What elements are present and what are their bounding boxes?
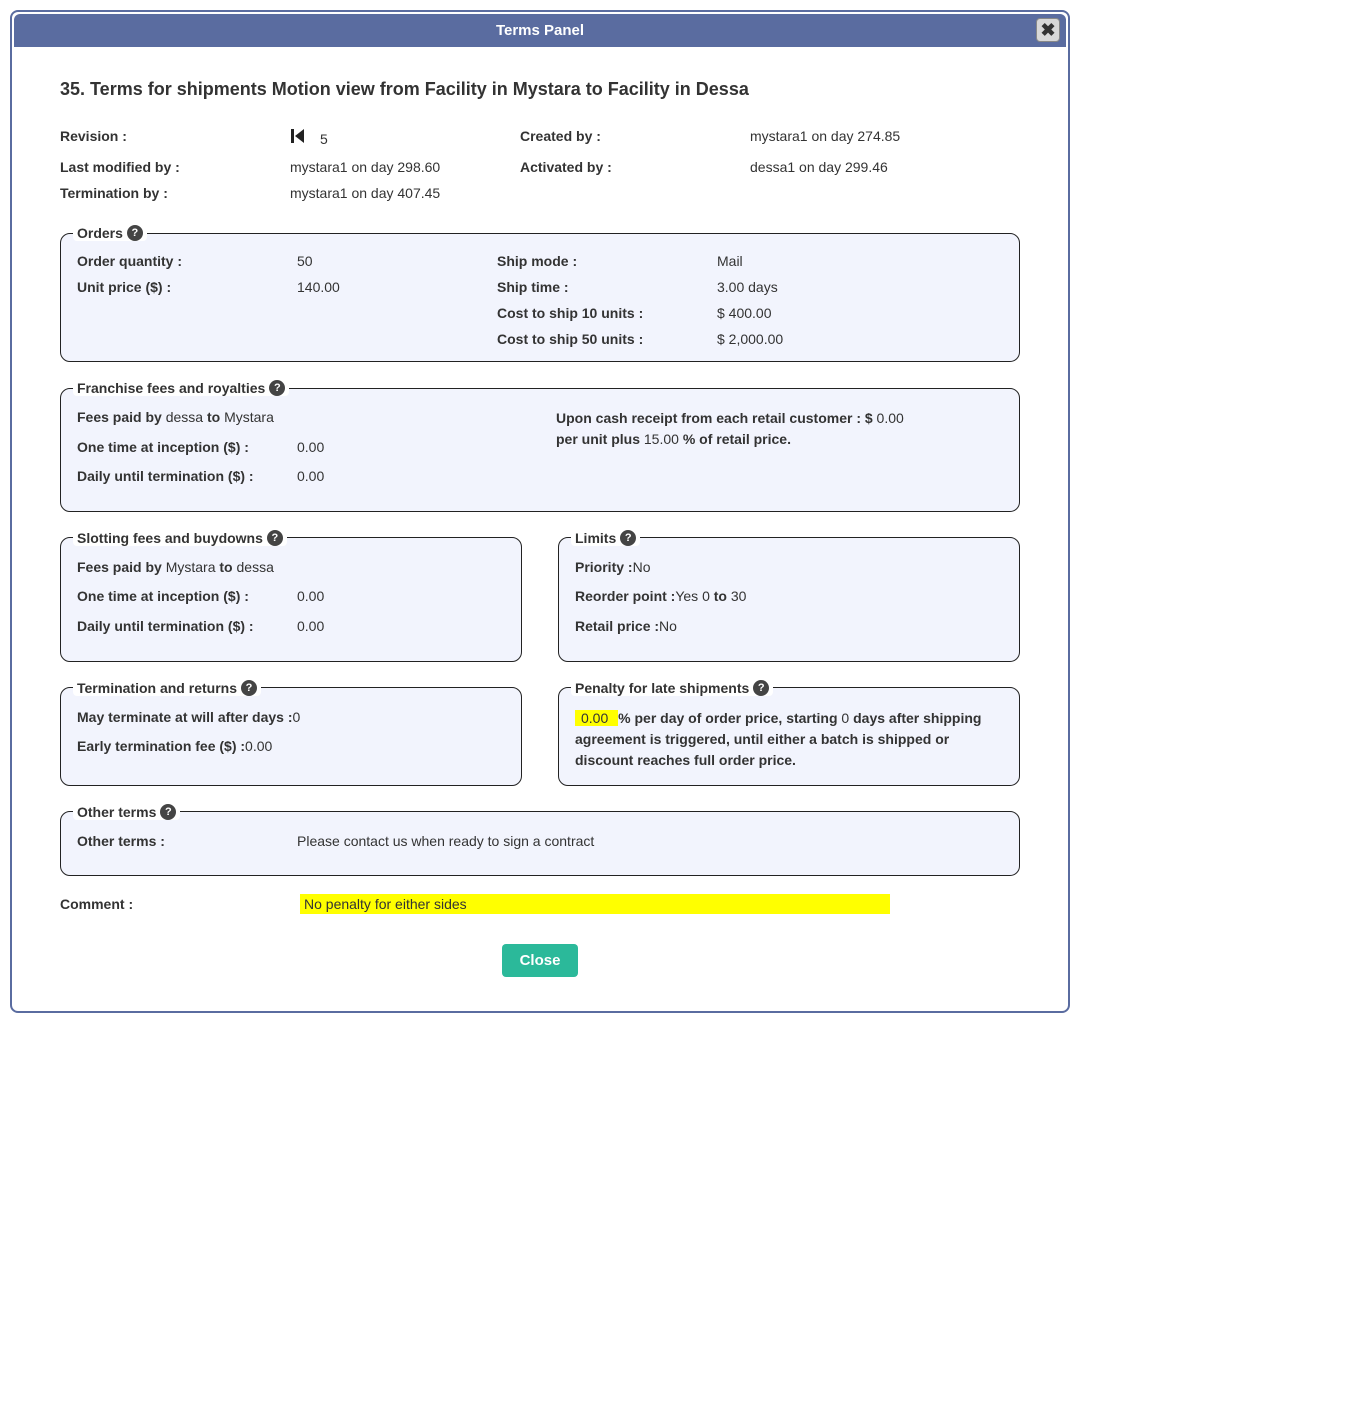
penalty-legend: Penalty for late shipments ? — [571, 680, 773, 696]
revision-number: 5 — [320, 131, 328, 147]
may-terminate-label: May terminate at will after days : — [77, 708, 293, 728]
help-icon[interactable]: ? — [269, 380, 285, 396]
order-qty-label: Order quantity : — [77, 253, 297, 269]
revision-value: 5 — [290, 128, 520, 149]
ship-time-value: 3.00 days — [717, 279, 917, 295]
ship-mode-value: Mail — [717, 253, 917, 269]
early-fee-value: 0.00 — [245, 737, 272, 757]
penalty-fieldset: Penalty for late shipments ? 0.00 % per … — [558, 680, 1020, 786]
help-icon[interactable]: ? — [127, 225, 143, 241]
other-terms-legend: Other terms ? — [73, 804, 180, 820]
priority-label: Priority : — [575, 558, 633, 578]
meta-grid: Revision : 5 Created by : mystara1 on da… — [60, 128, 1020, 201]
activated-by-label: Activated by : — [520, 159, 750, 175]
slotting-legend: Slotting fees and buydowns ? — [73, 530, 287, 546]
other-terms-fieldset: Other terms ? Other terms :Please contac… — [60, 804, 1020, 877]
created-by-label: Created by : — [520, 128, 750, 149]
comment-row: Comment : No penalty for either sides — [60, 894, 1020, 914]
other-terms-label: Other terms : — [77, 832, 297, 852]
franchise-one-time-label: One time at inception ($) : — [77, 438, 297, 458]
orders-fieldset: Orders ? Order quantity : 50 Ship mode :… — [60, 225, 1020, 362]
franchise-daily-label: Daily until termination ($) : — [77, 467, 297, 487]
penalty-highlight: 0.00 — [575, 710, 618, 726]
franchise-daily-value: 0.00 — [297, 467, 324, 487]
slotting-one-time-value: 0.00 — [297, 587, 324, 607]
termination-by-value: mystara1 on day 407.45 — [290, 185, 520, 201]
panel-body: 35. Terms for shipments Motion view from… — [12, 49, 1068, 1011]
franchise-fees-paid-by: Fees paid by dessa to Mystara — [77, 408, 297, 428]
cost50-value: $ 2,000.00 — [717, 331, 917, 347]
help-icon[interactable]: ? — [267, 530, 283, 546]
created-by-value: mystara1 on day 274.85 — [750, 128, 980, 149]
penalty-text: 0.00 % per day of order price, starting … — [575, 708, 1003, 771]
franchise-cash-receipt: Upon cash receipt from each retail custo… — [556, 408, 1003, 497]
retail-value: No — [659, 617, 677, 637]
termination-fieldset: Termination and returns ? May terminate … — [60, 680, 522, 786]
franchise-legend-text: Franchise fees and royalties — [77, 380, 265, 396]
slotting-daily-label: Daily until termination ($) : — [77, 617, 297, 637]
revision-label: Revision : — [60, 128, 290, 149]
reorder-label: Reorder point : — [575, 587, 675, 607]
slotting-legend-text: Slotting fees and buydowns — [77, 530, 263, 546]
terms-panel: Terms Panel ✖ 35. Terms for shipments Mo… — [10, 10, 1070, 1013]
close-icon: ✖ — [1040, 20, 1055, 41]
reorder-value: Yes 0 to 30 — [675, 587, 746, 607]
activated-by-value: dessa1 on day 299.46 — [750, 159, 980, 175]
limits-legend-text: Limits — [575, 530, 616, 546]
franchise-fieldset: Franchise fees and royalties ? Fees paid… — [60, 380, 1020, 512]
help-icon[interactable]: ? — [160, 804, 176, 820]
limits-fieldset: Limits ? Priority : No Reorder point : Y… — [558, 530, 1020, 662]
penalty-legend-text: Penalty for late shipments — [575, 680, 749, 696]
other-terms-value: Please contact us when ready to sign a c… — [297, 832, 594, 852]
other-terms-legend-text: Other terms — [77, 804, 156, 820]
orders-legend-text: Orders — [77, 225, 123, 241]
slotting-fees-paid-by: Fees paid by Mystara to dessa — [77, 558, 297, 578]
order-qty-value: 50 — [297, 253, 497, 269]
termination-legend: Termination and returns ? — [73, 680, 261, 696]
unit-price-label: Unit price ($) : — [77, 279, 297, 295]
step-backward-icon[interactable] — [290, 128, 306, 149]
comment-value: No penalty for either sides — [300, 894, 890, 914]
franchise-one-time-value: 0.00 — [297, 438, 324, 458]
termination-by-label: Termination by : — [60, 185, 290, 201]
panel-title: Terms Panel — [496, 22, 584, 39]
cost10-value: $ 400.00 — [717, 305, 917, 321]
cost10-label: Cost to ship 10 units : — [497, 305, 717, 321]
close-button[interactable]: Close — [502, 944, 579, 977]
help-icon[interactable]: ? — [620, 530, 636, 546]
help-icon[interactable]: ? — [753, 680, 769, 696]
footer: Close — [60, 944, 1020, 981]
help-icon[interactable]: ? — [241, 680, 257, 696]
slotting-one-time-label: One time at inception ($) : — [77, 587, 297, 607]
retail-label: Retail price : — [575, 617, 659, 637]
slotting-daily-value: 0.00 — [297, 617, 324, 637]
priority-value: No — [633, 558, 651, 578]
franchise-legend: Franchise fees and royalties ? — [73, 380, 289, 396]
cost50-label: Cost to ship 50 units : — [497, 331, 717, 347]
ship-time-label: Ship time : — [497, 279, 717, 295]
close-icon-button[interactable]: ✖ — [1036, 18, 1060, 42]
may-terminate-value: 0 — [293, 708, 301, 728]
unit-price-value: 140.00 — [297, 279, 497, 295]
panel-header: Terms Panel ✖ — [14, 14, 1066, 47]
last-modified-label: Last modified by : — [60, 159, 290, 175]
slotting-fieldset: Slotting fees and buydowns ? Fees paid b… — [60, 530, 522, 662]
ship-mode-label: Ship mode : — [497, 253, 717, 269]
comment-label: Comment : — [60, 896, 300, 912]
page-title: 35. Terms for shipments Motion view from… — [60, 79, 1020, 100]
last-modified-value: mystara1 on day 298.60 — [290, 159, 520, 175]
limits-legend: Limits ? — [571, 530, 640, 546]
termination-legend-text: Termination and returns — [77, 680, 237, 696]
early-fee-label: Early termination fee ($) : — [77, 737, 245, 757]
orders-legend: Orders ? — [73, 225, 147, 241]
